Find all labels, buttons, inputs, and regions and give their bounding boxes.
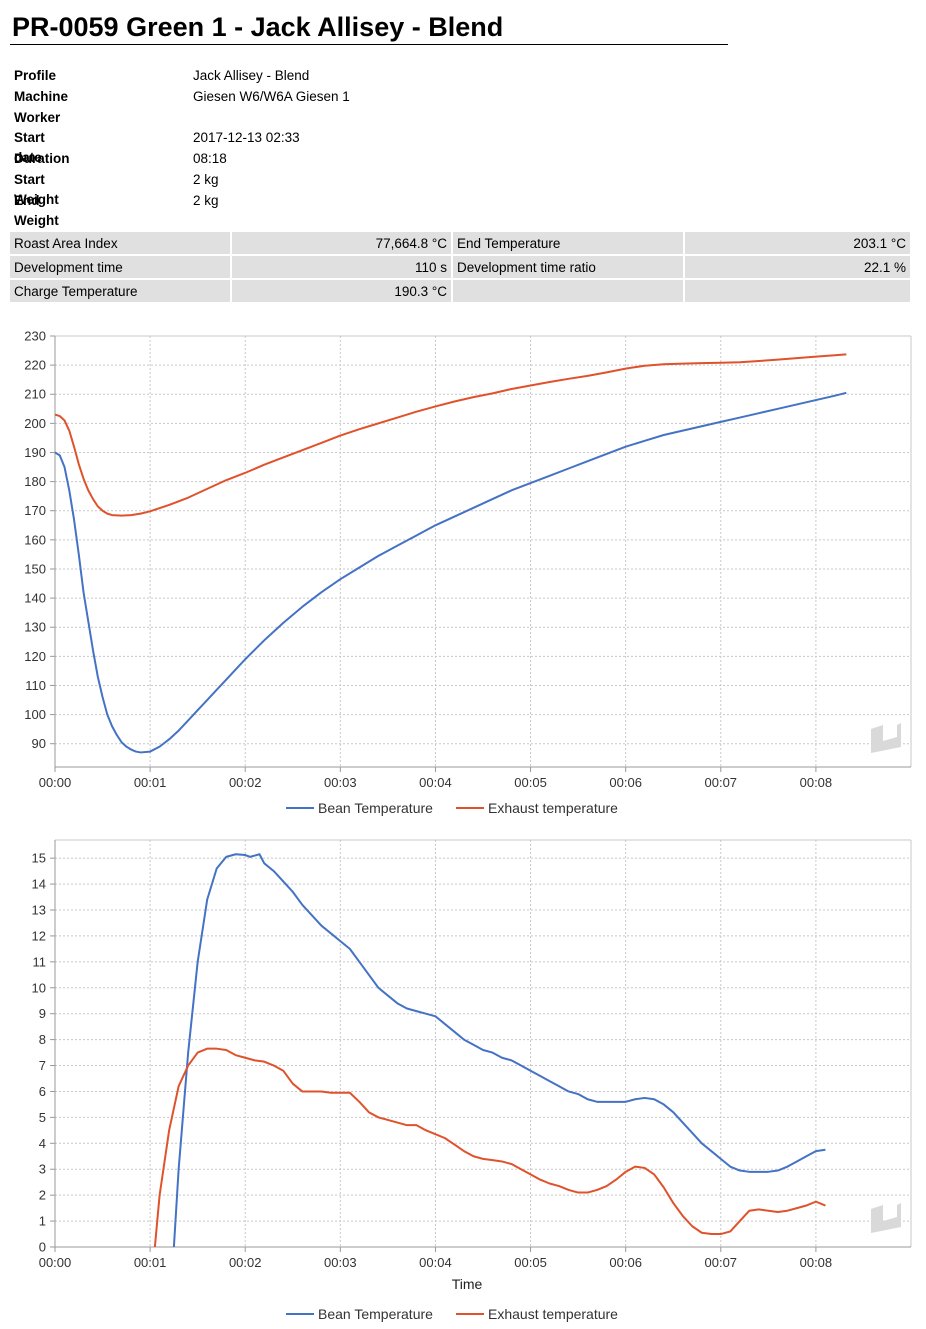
y-tick-label: 15 <box>32 851 46 866</box>
x-tick-label: 00:05 <box>514 1255 547 1270</box>
y-tick-label: 150 <box>24 561 46 576</box>
info-label: Worker <box>14 109 61 125</box>
y-tick-label: 90 <box>32 736 46 751</box>
series-line-exhaust <box>55 353 847 517</box>
y-tick-label: 5 <box>39 1110 46 1125</box>
temperature-chart: 00:00 00:01 00:02 00:03 00:04 00:05 00:06 00:07… <box>0 328 926 826</box>
info-value: Giesen W6/W6A Giesen 1 <box>193 88 350 104</box>
roast-metrics-table: Roast Area Index 77,664.8 °C End Tempera… <box>8 230 912 304</box>
y-tick-label: 1 <box>39 1214 46 1229</box>
rate-of-rise-chart: 00:00 00:01 00:02 00:03 00:04 00:05 00:06 00:07… <box>0 836 926 1329</box>
info-label: Machine <box>14 88 69 104</box>
legend-label: Exhaust temperature <box>488 800 618 816</box>
metric-value: 22.1 % <box>684 256 910 278</box>
y-tick-label: 160 <box>24 532 46 547</box>
series-line-bean <box>172 853 826 1247</box>
x-tick-label: 00:03 <box>324 775 357 790</box>
info-label: Start date <box>14 130 45 166</box>
y-tick-label: 10 <box>32 980 46 995</box>
metric-value: 203.1 °C <box>684 232 910 254</box>
x-tick-label: 00:08 <box>800 1255 833 1270</box>
y-tick-label: 220 <box>24 358 46 373</box>
metrics-row: Development time 110 s Development time … <box>10 256 910 278</box>
y-tick-label: 3 <box>39 1162 46 1177</box>
x-tick-label: 00:08 <box>800 775 833 790</box>
info-label: Duration <box>14 151 70 167</box>
y-tick-label: 100 <box>24 707 46 722</box>
legend-label: Bean Temperature <box>318 800 433 816</box>
metric-label: Roast Area Index <box>10 232 230 254</box>
title-underline <box>10 44 728 45</box>
x-axis-title: Time <box>452 1276 483 1292</box>
y-tick-label: 0 <box>39 1240 46 1255</box>
x-tick-label: 00:05 <box>514 775 547 790</box>
y-tick-label: 180 <box>24 474 46 489</box>
metric-empty-cell <box>684 280 910 302</box>
y-tick-label: 110 <box>25 678 46 693</box>
info-label: Start Weight <box>14 171 59 207</box>
x-tick-label: 00:01 <box>134 1255 167 1270</box>
info-value: Jack Allisey - Blend <box>193 68 310 83</box>
x-tick-label: 00:06 <box>609 775 642 790</box>
y-tick-label: 14 <box>32 877 46 892</box>
x-tick-label: 00:03 <box>324 1255 357 1270</box>
metric-label: End Temperature <box>453 232 683 254</box>
y-tick-label: 13 <box>32 902 46 917</box>
info-value: 2017-12-13 02:33 <box>193 130 300 146</box>
series-line-exhaust <box>153 1047 826 1247</box>
info-label: Profile <box>14 68 57 83</box>
x-tick-label: 00:06 <box>609 1255 642 1270</box>
metrics-row: Charge Temperature 190.3 °C <box>10 280 910 302</box>
y-tick-label: 140 <box>24 591 46 606</box>
chart-legend: Bean Temperature Exhaust temperature <box>286 800 618 816</box>
y-tick-label: 210 <box>24 387 46 402</box>
x-tick-label: 00:01 <box>134 775 167 790</box>
info-label: End Weight <box>14 192 59 228</box>
y-tick-label: 6 <box>39 1084 46 1099</box>
y-tick-label: 4 <box>39 1136 46 1151</box>
x-tick-label: 00:04 <box>419 775 452 790</box>
metrics-row: Roast Area Index 77,664.8 °C End Tempera… <box>10 232 910 254</box>
x-tick-label: 00:02 <box>229 775 262 790</box>
metric-label: Development time ratio <box>453 256 683 278</box>
y-tick-label: 230 <box>24 329 46 344</box>
info-value: 2 kg <box>193 192 219 208</box>
chart-legend: Bean Temperature Exhaust temperature <box>286 1306 618 1322</box>
metric-value: 77,664.8 °C <box>231 232 452 254</box>
y-tick-label: 170 <box>24 503 46 518</box>
temperature-chart-svg: 00:00 00:01 00:02 00:03 00:04 00:05 00:06 00:07… <box>24 329 912 816</box>
metric-label: Development time <box>10 256 230 278</box>
x-tick-label: 00:07 <box>705 775 738 790</box>
y-tick-label: 9 <box>39 1006 46 1021</box>
series-line-bean <box>55 391 847 754</box>
x-tick-label: 00:00 <box>39 1255 72 1270</box>
watermark-logo-icon <box>871 1203 901 1233</box>
y-tick-label: 11 <box>33 954 47 969</box>
metric-value: 110 s <box>231 256 452 278</box>
page-title: PR-0059 Green 1 - Jack Allisey - Blend <box>12 12 504 42</box>
metric-value: 190.3 °C <box>231 280 452 302</box>
legend-label: Bean Temperature <box>318 1306 433 1322</box>
info-value: 08:18 <box>193 151 227 167</box>
y-tick-label: 12 <box>32 928 46 943</box>
x-tick-label: 00:04 <box>419 1255 452 1270</box>
y-tick-label: 2 <box>39 1188 46 1203</box>
watermark-logo-icon <box>871 723 901 753</box>
metric-empty-cell <box>453 280 683 302</box>
x-tick-label: 00:02 <box>229 1255 262 1270</box>
x-tick-label: 00:00 <box>39 775 72 790</box>
y-tick-label: 7 <box>39 1058 46 1073</box>
y-tick-label: 190 <box>24 445 46 460</box>
x-tick-label: 00:07 <box>705 1255 738 1270</box>
metric-label: Charge Temperature <box>10 280 230 302</box>
y-tick-label: 120 <box>24 649 46 664</box>
y-tick-label: 8 <box>39 1032 46 1047</box>
rate-of-rise-chart-svg: 00:00 00:01 00:02 00:03 00:04 00:05 00:06 00:07… <box>32 839 912 1322</box>
info-value: 2 kg <box>193 171 219 187</box>
legend-label: Exhaust temperature <box>488 1306 618 1322</box>
y-tick-label: 130 <box>24 620 46 635</box>
y-tick-label: 200 <box>24 416 46 431</box>
